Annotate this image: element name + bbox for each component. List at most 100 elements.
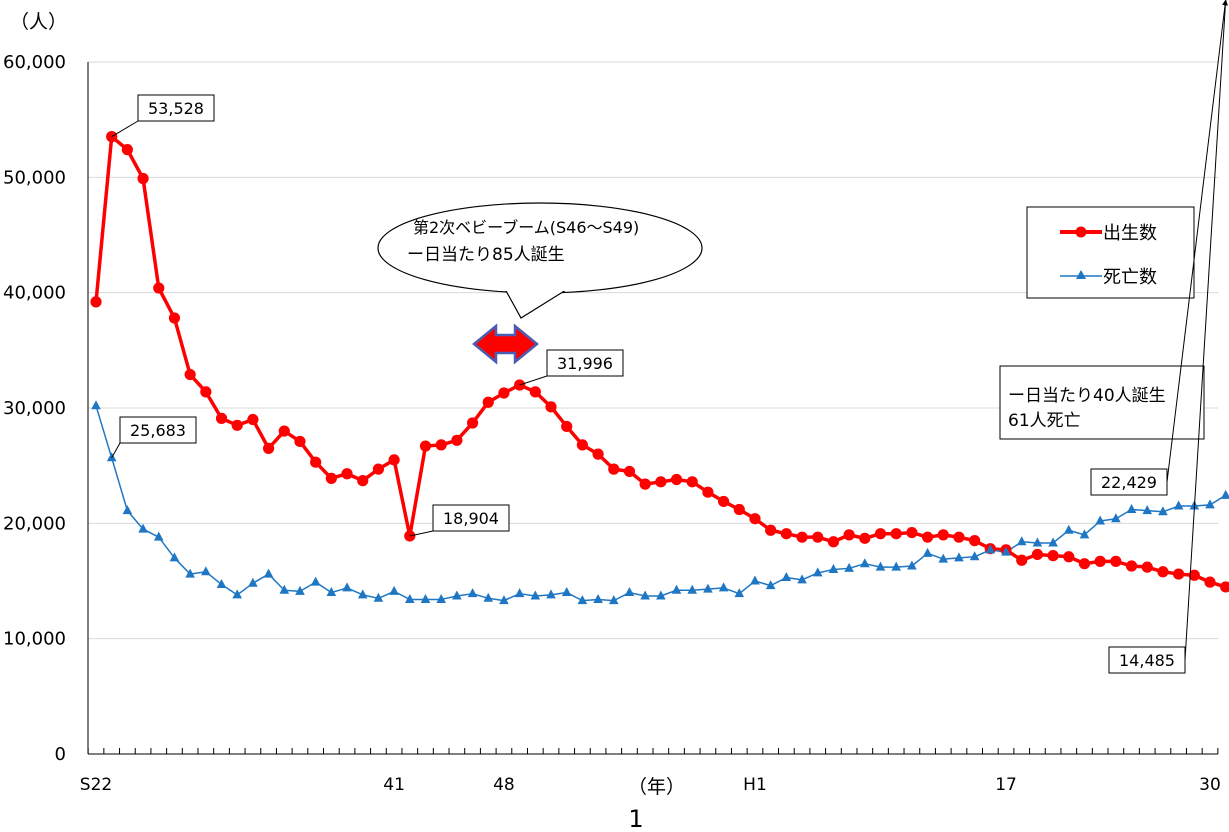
data-label-box (137, 94, 215, 122)
data-label: 22,429 (1101, 473, 1157, 492)
death-point (232, 589, 243, 599)
data-label-box (1108, 646, 1186, 674)
death-point (295, 585, 305, 595)
birth-point (247, 413, 259, 426)
death-point (91, 400, 101, 410)
death-point (420, 593, 431, 603)
death-point (185, 568, 195, 578)
legend: 出生数 死亡数 (1026, 206, 1195, 299)
birth-point (937, 529, 949, 541)
death-point (326, 587, 337, 597)
birth-point (545, 401, 557, 413)
y-axis-unit: （人） (10, 11, 67, 33)
death-point (248, 577, 258, 587)
death-point (985, 544, 996, 554)
birth-point (184, 368, 196, 381)
death-point (279, 584, 290, 594)
death-point (1126, 503, 1137, 513)
data-label: 14,485 (1119, 651, 1175, 670)
data-label-box (546, 349, 624, 377)
birth-point (1141, 561, 1153, 573)
birth-point (1125, 560, 1138, 572)
birth-point (1094, 555, 1106, 567)
data-label: 18,904 (443, 509, 499, 528)
death-point (1142, 505, 1153, 515)
data-label-leader (111, 120, 139, 138)
birth-point (451, 434, 463, 446)
legend-marker-births (1075, 226, 1087, 238)
birth-point (1078, 558, 1091, 570)
birth-point (1031, 548, 1044, 561)
birth-point (1188, 569, 1200, 581)
birth-point (670, 473, 683, 486)
legend-label-deaths: 死亡数 (1103, 267, 1157, 288)
death-point (530, 590, 541, 600)
data-label-leader (409, 530, 434, 537)
birth-point (576, 439, 588, 451)
data-label-leader (1184, 0, 1227, 661)
death-point (577, 595, 588, 605)
birth-point (121, 144, 133, 156)
x-tick-label: 41 (383, 775, 405, 795)
death-point (718, 582, 729, 592)
death-point (1048, 537, 1058, 547)
birth-point (215, 412, 228, 424)
birth-point (1110, 555, 1122, 567)
birth-point (419, 440, 432, 452)
y-tick-label: 40,000 (3, 283, 66, 304)
birth-point (341, 468, 353, 480)
data-label-box (119, 416, 197, 444)
death-point (844, 562, 854, 572)
birth-point (372, 463, 385, 475)
birth-point (1016, 554, 1028, 566)
birth-point (1047, 550, 1059, 562)
death-point (1220, 489, 1229, 499)
death-point (750, 575, 760, 585)
bubble-text-line1: 第2次ベビーブーム(S46～S49) (413, 218, 639, 237)
birth-point (262, 442, 275, 454)
birth-point (796, 531, 808, 543)
box-text-line1: ー日当たり40人誕生 (1008, 386, 1166, 406)
data-label-box (1090, 468, 1168, 496)
death-point (703, 583, 713, 593)
birth-point (733, 503, 745, 516)
birth-point (1173, 568, 1185, 580)
data-label: 53,528 (148, 99, 204, 118)
death-point (405, 593, 415, 603)
birth-point (435, 439, 447, 451)
baby-boom-speech-bubble: 第2次ベビーブーム(S46～S49) ー日当たり85人誕生 (377, 202, 703, 319)
death-point (201, 566, 211, 576)
death-point (436, 593, 446, 603)
y-tick-label: 0 (55, 744, 66, 765)
birth-point (906, 526, 918, 539)
y-tick-label: 30,000 (3, 398, 66, 419)
death-point (546, 589, 556, 599)
y-tick-label: 60,000 (3, 52, 66, 73)
x-axis-unit: （年） (628, 776, 685, 798)
birth-point (278, 425, 290, 437)
x-tick-label: 48 (493, 775, 515, 795)
birth-point (137, 172, 149, 185)
page-number: 1 (628, 805, 643, 832)
death-point (138, 523, 148, 533)
death-point (514, 588, 525, 598)
birth-point (231, 419, 243, 431)
birth-point (953, 531, 965, 543)
birth-point (325, 472, 337, 484)
y-tick-label: 10,000 (3, 629, 66, 650)
data-label-box (432, 504, 510, 532)
death-point (263, 568, 274, 578)
birth-point (592, 448, 604, 460)
birth-point (812, 531, 824, 543)
death-point (875, 561, 886, 571)
death-point (357, 589, 368, 599)
series-line (94, 134, 1227, 589)
birth-point (718, 495, 730, 508)
birth-point (749, 513, 761, 525)
death-point (828, 563, 839, 573)
x-axis-ticks (87, 748, 1219, 754)
series-points (90, 131, 1229, 605)
death-point (765, 580, 776, 590)
death-point (153, 531, 164, 541)
